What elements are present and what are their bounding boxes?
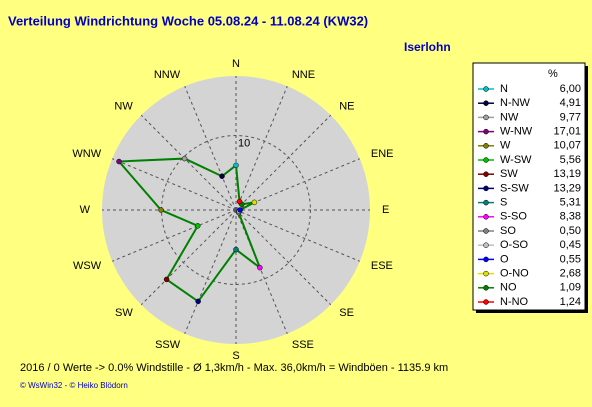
legend-marker [483,114,489,121]
direction-label: SSE [292,339,314,351]
direction-label: WNW [72,148,101,160]
legend-value: 1,09 [560,282,581,294]
legend-label: SO [500,225,516,237]
wind-point [237,207,243,213]
legend-marker [483,285,489,291]
legend-value: 2,68 [560,268,581,280]
direction-label: NNW [154,69,181,81]
legend-label: O [500,253,509,265]
chart-subtitle: Iserlohn [404,40,451,54]
legend-label: S-SW [500,182,529,194]
legend-value: 0,50 [560,225,581,237]
wind-point [195,298,201,305]
chart-title: Verteilung Windrichtung Woche 05.08.24 -… [8,13,368,28]
legend-label: W-SW [500,154,532,166]
legend-label: O-SO [500,239,529,251]
legend-label: W [500,140,511,152]
direction-label: ENE [371,148,394,160]
direction-label: WSW [73,260,102,272]
legend-label: N [500,83,508,95]
legend-value: 1,24 [560,296,581,308]
direction-label: NW [114,101,133,113]
legend-label: NO [500,282,517,294]
legend-marker [483,299,489,305]
footer: 2016 / 0 Werte -> 0.0% Windstille - Ø 1,… [20,362,448,374]
spoke [235,209,360,262]
spoke [140,209,237,306]
wind-point [219,173,225,179]
legend-label: NW [500,111,519,123]
spoke [235,209,332,306]
legend-marker [483,157,489,163]
wind-point [116,158,122,165]
legend-label: SW [500,168,518,180]
wind-point [233,246,239,253]
legend-value: 4,91 [560,97,581,109]
r-tick-label: 10 [238,137,250,149]
legend-shadow [585,66,588,313]
wind-point [251,199,258,206]
spoke [112,158,237,211]
legend-value: 10,07 [553,140,581,152]
direction-label: SSW [155,339,181,351]
legend-value: 13,19 [553,168,581,180]
legend-label: S-SO [500,211,527,223]
legend-marker [483,214,489,220]
legend-value: 8,38 [560,211,581,223]
wind-point [236,198,243,205]
direction-label: E [382,204,389,216]
legend-value: 17,01 [553,126,581,138]
direction-label: N [232,58,240,70]
legend-value: 0,45 [560,239,581,251]
legend-marker [483,100,489,106]
legend-value: 0,55 [560,253,581,265]
legend-shadow [476,310,588,313]
legend-label: O-NO [500,268,529,280]
spoke [140,114,237,211]
spoke [184,209,237,334]
legend-marker [483,242,489,248]
wind-point [233,162,239,169]
wind-point [257,264,263,271]
wind-point [195,223,201,229]
legend-marker [483,270,489,277]
legend-marker [483,171,489,177]
spoke [235,86,288,211]
legend-marker [483,86,489,92]
legend-value: 6,00 [560,83,581,95]
legend-value: 9,77 [560,111,581,123]
wind-point [181,155,188,162]
spoke [112,209,237,262]
spoke [184,86,237,211]
spoke [235,209,288,334]
legend-label: S [500,197,507,209]
legend-marker [483,199,489,206]
legend-label: N-NW [500,97,531,109]
direction-label: W [80,204,91,216]
legend-box [472,62,586,311]
legend-value: 5,56 [560,154,581,166]
legend-marker [483,128,489,135]
direction-label: NNE [292,69,315,81]
direction-label: ESE [371,260,393,272]
direction-label: SW [115,307,133,319]
legend-marker [483,143,489,149]
wind-point [163,276,170,283]
legend-unit: % [548,68,558,80]
legend-value: 13,29 [553,182,581,194]
spoke [235,158,360,211]
spoke [235,114,332,211]
legend-marker [483,228,489,234]
direction-label: S [232,350,239,362]
legend-label: W-NW [500,126,533,138]
direction-label: SE [339,307,354,319]
wind-point [158,207,164,213]
legend-value: 5,31 [560,197,581,209]
credit: © WsWin32 - © Heiko Blödorn [20,381,128,390]
direction-label: NE [339,101,354,113]
legend-marker [483,256,489,263]
legend-marker [483,185,489,192]
legend-label: N-NO [500,296,529,308]
